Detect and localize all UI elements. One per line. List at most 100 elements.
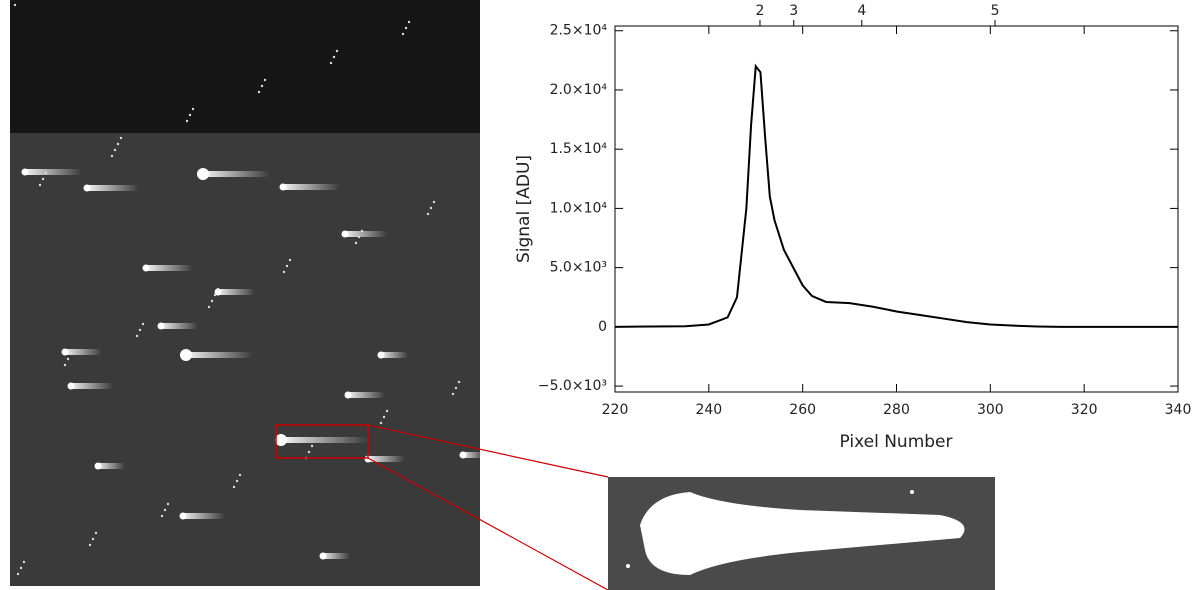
streak [95,463,125,469]
star [401,32,405,36]
star [63,363,67,367]
star [626,564,630,568]
star [910,490,914,494]
y-tick-label: 0 [598,319,607,335]
star [404,26,408,30]
star [110,154,114,158]
star [41,177,45,181]
streak [68,383,113,389]
top-tick-label: 4 [857,3,866,19]
star [13,3,17,7]
streak [460,452,485,458]
star [288,258,292,262]
plot-frame [614,25,1179,393]
star [454,386,458,390]
star [113,148,117,152]
zoom-panel [608,477,995,590]
star [16,572,20,576]
star [382,415,386,419]
x-tick-label: 300 [977,402,1004,418]
streak [365,456,405,462]
star [344,391,352,399]
top-tick-label: 5 [991,3,1000,19]
image-upper [10,0,480,133]
top-tick-label: 2 [756,3,765,19]
star [319,552,327,560]
star [213,293,217,297]
star [329,61,333,65]
x-tick-label: 220 [602,402,629,418]
star [67,382,75,390]
zoom-connector [367,457,609,590]
streak [22,169,82,175]
streak [84,185,139,191]
star [285,264,289,268]
star [19,566,23,570]
star [310,444,314,448]
star [69,351,73,355]
star [341,230,349,238]
streak [143,265,193,271]
x-tick-label: 280 [883,402,910,418]
star [275,434,287,446]
y-tick-label: 1.0×10⁴ [550,200,608,216]
zoom-streak [640,492,965,575]
star [157,322,165,330]
star [379,421,383,425]
star [360,229,364,233]
streak [280,184,340,190]
x-tick-label: 260 [789,402,816,418]
x-tick-label: 340 [1165,402,1192,418]
star [94,531,98,535]
star [141,322,145,326]
star [216,287,220,291]
star [332,55,336,59]
star [83,184,91,192]
star [335,49,339,53]
star [432,200,436,204]
star [451,392,455,396]
star [66,357,70,361]
y-tick-label: 5.0×10³ [550,260,607,276]
streak [180,513,225,519]
star [185,119,189,123]
star [207,305,211,309]
star [138,328,142,332]
x-tick-label: 240 [695,402,722,418]
star [429,206,433,210]
star [91,537,95,541]
star [214,288,222,296]
star [61,348,69,356]
star [210,299,214,303]
star [307,450,311,454]
star [426,212,430,216]
star [44,171,48,175]
star [163,508,167,512]
y-tick-label: −5.0×10³ [538,378,607,394]
y-tick-label: 2.5×10⁴ [550,23,608,39]
streak [342,231,387,237]
streak [215,289,255,295]
star [232,485,236,489]
y-tick-label: 2.0×10⁴ [550,82,608,98]
star [257,90,261,94]
signal-line [614,63,1178,328]
star [22,560,26,564]
star [116,142,120,146]
star [94,462,102,470]
star [260,84,264,88]
star [407,20,411,24]
star [385,409,389,413]
star [179,512,187,520]
streak [278,437,368,443]
star [197,168,209,180]
x-axis-title: Pixel Number [839,432,952,452]
star [191,107,195,111]
star [38,183,42,187]
y-axis-title: Signal [ADU] [514,155,534,263]
star [235,479,239,483]
star [135,334,139,338]
star [238,473,242,477]
star [180,349,192,361]
